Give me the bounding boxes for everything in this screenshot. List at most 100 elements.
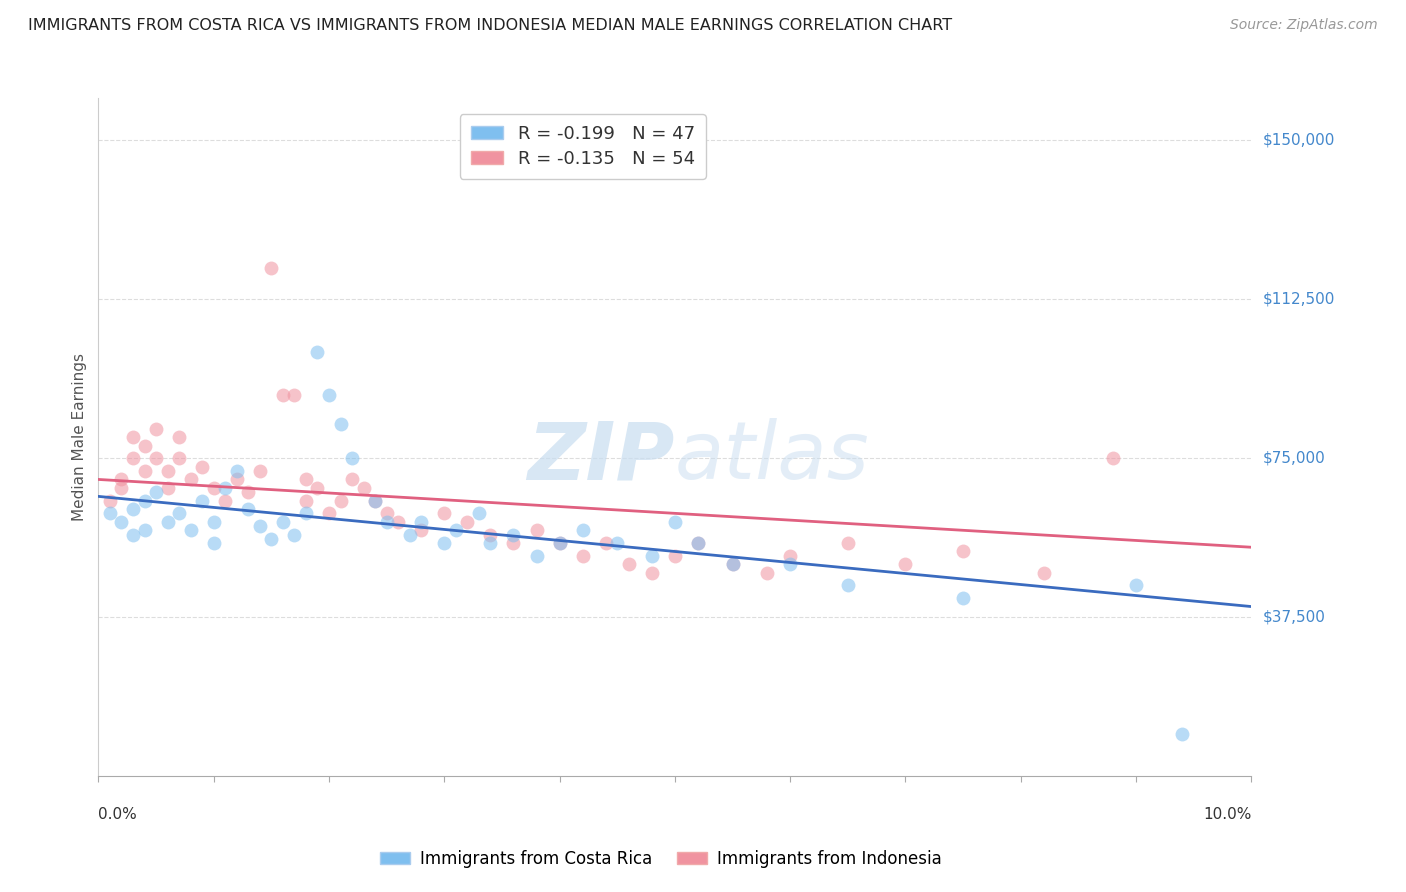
Point: [526, 549, 548, 563]
Y-axis label: Median Male Earnings: Median Male Earnings: [72, 353, 87, 521]
Point: [479, 527, 502, 541]
Point: [307, 481, 329, 495]
Point: [98, 507, 121, 521]
Point: [456, 515, 478, 529]
Point: [134, 523, 156, 537]
Point: [283, 387, 305, 401]
Point: [122, 527, 145, 541]
Point: [837, 536, 859, 550]
Point: [1032, 566, 1054, 580]
Point: [110, 515, 132, 529]
Point: [167, 430, 190, 444]
Point: [295, 493, 318, 508]
Point: [375, 507, 398, 521]
Point: [249, 519, 271, 533]
Point: [214, 493, 236, 508]
Point: [1125, 578, 1147, 592]
Point: [364, 493, 387, 508]
Point: [283, 527, 305, 541]
Point: [180, 472, 202, 486]
Point: [398, 527, 420, 541]
Text: 10.0%: 10.0%: [1204, 807, 1251, 822]
Point: [444, 523, 467, 537]
Point: [571, 523, 593, 537]
Text: $150,000: $150,000: [1263, 133, 1334, 148]
Point: [145, 451, 167, 466]
Point: [122, 430, 145, 444]
Point: [134, 493, 156, 508]
Point: [295, 507, 318, 521]
Point: [225, 464, 247, 478]
Point: [191, 493, 214, 508]
Point: [479, 536, 502, 550]
Point: [1102, 451, 1125, 466]
Text: $75,000: $75,000: [1263, 450, 1326, 466]
Text: atlas: atlas: [675, 418, 870, 497]
Point: [145, 485, 167, 500]
Point: [411, 515, 433, 529]
Point: [433, 507, 456, 521]
Text: Source: ZipAtlas.com: Source: ZipAtlas.com: [1230, 18, 1378, 32]
Point: [260, 260, 283, 275]
Point: [468, 507, 491, 521]
Point: [721, 557, 744, 571]
Point: [721, 557, 744, 571]
Point: [641, 566, 664, 580]
Point: [329, 493, 352, 508]
Point: [225, 472, 247, 486]
Point: [202, 481, 225, 495]
Legend: Immigrants from Costa Rica, Immigrants from Indonesia: Immigrants from Costa Rica, Immigrants f…: [373, 844, 949, 875]
Point: [364, 493, 387, 508]
Point: [110, 472, 132, 486]
Text: IMMIGRANTS FROM COSTA RICA VS IMMIGRANTS FROM INDONESIA MEDIAN MALE EARNINGS COR: IMMIGRANTS FROM COSTA RICA VS IMMIGRANTS…: [28, 18, 952, 33]
Point: [502, 527, 524, 541]
Point: [260, 532, 283, 546]
Point: [156, 515, 179, 529]
Point: [122, 502, 145, 516]
Point: [156, 464, 179, 478]
Point: [387, 515, 409, 529]
Point: [329, 417, 352, 432]
Point: [353, 481, 375, 495]
Point: [664, 515, 686, 529]
Point: [110, 481, 132, 495]
Point: [952, 544, 974, 558]
Point: [249, 464, 271, 478]
Point: [134, 464, 156, 478]
Point: [271, 387, 294, 401]
Point: [167, 507, 190, 521]
Text: $112,500: $112,500: [1263, 292, 1334, 307]
Point: [318, 507, 340, 521]
Point: [837, 578, 859, 592]
Point: [340, 451, 363, 466]
Point: [641, 549, 664, 563]
Point: [433, 536, 456, 550]
Point: [202, 536, 225, 550]
Point: [156, 481, 179, 495]
Point: [548, 536, 571, 550]
Point: [202, 515, 225, 529]
Point: [180, 523, 202, 537]
Point: [318, 387, 340, 401]
Point: [548, 536, 571, 550]
Point: [526, 523, 548, 537]
Point: [952, 591, 974, 606]
Point: [340, 472, 363, 486]
Point: [134, 438, 156, 452]
Point: [502, 536, 524, 550]
Point: [664, 549, 686, 563]
Point: [686, 536, 709, 550]
Point: [686, 536, 709, 550]
Text: $37,500: $37,500: [1263, 609, 1326, 624]
Point: [375, 515, 398, 529]
Text: 0.0%: 0.0%: [98, 807, 138, 822]
Point: [145, 422, 167, 436]
Point: [411, 523, 433, 537]
Point: [238, 485, 260, 500]
Point: [238, 502, 260, 516]
Text: ZIP: ZIP: [527, 418, 675, 497]
Point: [617, 557, 640, 571]
Point: [98, 493, 121, 508]
Point: [191, 459, 214, 474]
Point: [606, 536, 628, 550]
